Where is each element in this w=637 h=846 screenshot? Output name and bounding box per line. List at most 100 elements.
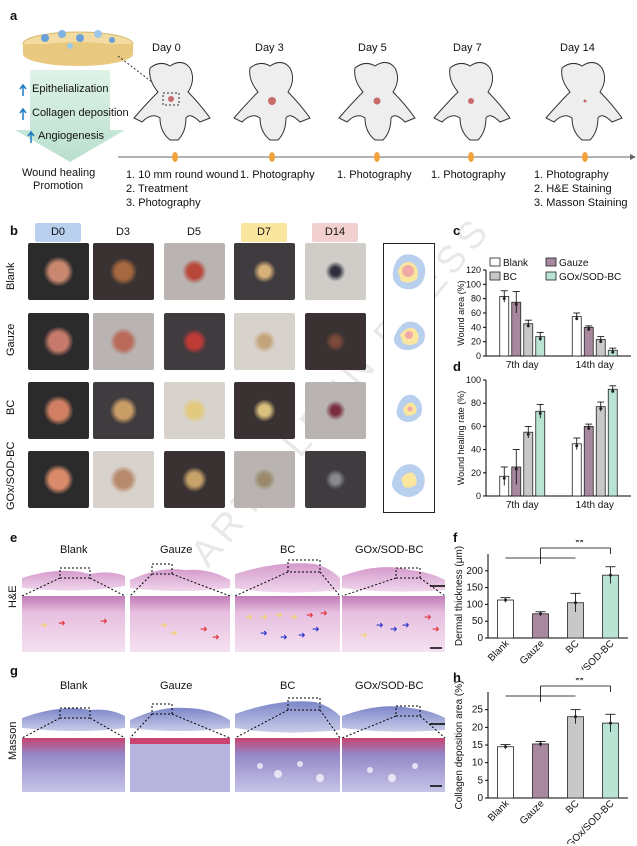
step-d3: 1. Photography (240, 169, 315, 181)
svg-text:➜: ➜ (260, 612, 268, 622)
wound-photo-bc-d14 (305, 382, 366, 439)
wound-photo-gox-sod-bc-d14 (305, 451, 366, 508)
svg-text:➜: ➜ (402, 620, 410, 630)
svg-text:➜: ➜ (424, 612, 432, 622)
x-tick-label: Gauze (518, 638, 547, 667)
row-label-bc: BC (5, 399, 17, 415)
y-tick-label: 5 (477, 775, 483, 786)
x-tick-label: Blank (486, 798, 512, 824)
effect-epithelialization: Epithelialization (32, 83, 109, 95)
he-label-gauze: Gauze (160, 544, 193, 556)
panel-a-letter: a (10, 8, 18, 23)
y-axis-label: Wound healing rate (%) (456, 391, 466, 485)
y-axis-label: Collagen deposition area (%) (454, 681, 465, 810)
svg-text:➜: ➜ (306, 610, 314, 620)
data-point (526, 432, 530, 436)
x-tick-label: BC (564, 798, 582, 816)
panel-d-letter: d (453, 359, 461, 374)
data-point (611, 389, 615, 393)
wound-photo-blank-d14 (305, 243, 366, 300)
bar (583, 426, 594, 497)
panel-e-letter: e (10, 530, 18, 545)
y-tick-label: 60 (471, 421, 481, 431)
y-tick-label: 0 (476, 491, 481, 501)
bar (571, 316, 582, 357)
wound-photo-gox-sod-bc-d5 (164, 451, 225, 508)
svg-text:➜: ➜ (58, 618, 66, 628)
legend-label: BC (503, 272, 517, 283)
y-axis-label: Wound area (%) (456, 280, 466, 345)
data-point (538, 411, 542, 415)
bar (602, 574, 619, 639)
data-point (609, 721, 612, 725)
step-d7: 1. Photography (431, 169, 506, 181)
svg-text:➜: ➜ (298, 630, 306, 640)
x-tick-label: 7th day (506, 360, 539, 370)
step-d0-1: 1. 10 mm round wound (126, 169, 239, 181)
data-point (575, 444, 579, 448)
data-point (574, 715, 577, 719)
wound-photo-bc-d3 (93, 382, 154, 439)
x-tick-label: 7th day (506, 500, 539, 511)
wound-photo-gox-sod-bc-d7 (234, 451, 295, 508)
wound-photo-blank-d5 (164, 243, 225, 300)
step-d14-3: 3. Masson Staining (534, 197, 628, 209)
masson-label-bc: BC (280, 680, 296, 692)
svg-text:➜: ➜ (160, 620, 168, 630)
svg-text:➜: ➜ (290, 612, 298, 622)
panel-g-letter: g (10, 663, 18, 678)
day-label-14: Day 14 (560, 42, 595, 54)
bar (595, 406, 606, 497)
masson-label-gauze: Gauze (160, 680, 193, 692)
masson-row-label: Masson (7, 721, 19, 760)
bar (532, 743, 549, 799)
y-tick-label: 40 (471, 322, 481, 332)
he-label-blank: Blank (60, 544, 88, 556)
x-tick-label: BC (564, 638, 582, 656)
data-point (609, 573, 612, 577)
day-chip-d0: D0 (35, 223, 81, 242)
wound-trace-gauze (393, 321, 425, 351)
promotion-line-2: Promotion (33, 180, 84, 192)
wound-photo-gauze-d7 (234, 313, 295, 370)
data-point (539, 612, 542, 616)
bar (607, 388, 618, 497)
svg-text:➜: ➜ (40, 620, 48, 630)
data-point (599, 340, 603, 344)
x-tick-label: Blank (486, 638, 512, 664)
data-point (539, 742, 542, 746)
svg-text:➜: ➜ (360, 630, 368, 640)
x-tick-label: Gauze (518, 798, 547, 827)
row-label-gauze: Gauze (5, 323, 17, 356)
bar (567, 716, 584, 799)
step-d14-1: 1. Photography (534, 169, 609, 181)
legend-swatch (545, 257, 557, 267)
y-tick-label: 50 (472, 616, 484, 627)
wound-photo-gox-sod-bc-d0 (28, 451, 89, 508)
day-label-7: Day 7 (453, 42, 482, 54)
svg-text:➜: ➜ (100, 616, 108, 626)
y-tick-label: 0 (476, 351, 481, 361)
bar (497, 746, 514, 799)
row-label-gox-sod-bc: GOx/SOD-BC (5, 441, 17, 510)
y-tick-label: 150 (466, 583, 483, 594)
day-chip-d5: D5 (186, 226, 202, 238)
panel-b-letter: b (10, 223, 18, 238)
panel-c-letter: c (453, 223, 461, 238)
effect-angiogenesis: Angiogenesis (38, 130, 105, 142)
day-label-3: Day 3 (255, 42, 284, 54)
data-point (514, 467, 518, 471)
y-tick-label: 120 (466, 265, 481, 275)
x-tick-label: 14th day (576, 360, 614, 370)
svg-text:➜: ➜ (376, 620, 384, 630)
wound-trace-gox-sod-bc (392, 464, 425, 497)
bar (523, 431, 534, 497)
chart-collagen-deposition: 0 5 10 15 20 25 Collagen deposition area (%) Bl… (454, 678, 628, 844)
data-point (587, 327, 591, 331)
wound-photo-gox-sod-bc-d3 (93, 451, 154, 508)
wound-photo-blank-d7 (234, 243, 295, 300)
wound-photo-gauze-d14 (305, 313, 366, 370)
row-label-blank: Blank (5, 262, 17, 290)
panel-h-letter: h (453, 670, 461, 685)
bar (499, 296, 510, 357)
